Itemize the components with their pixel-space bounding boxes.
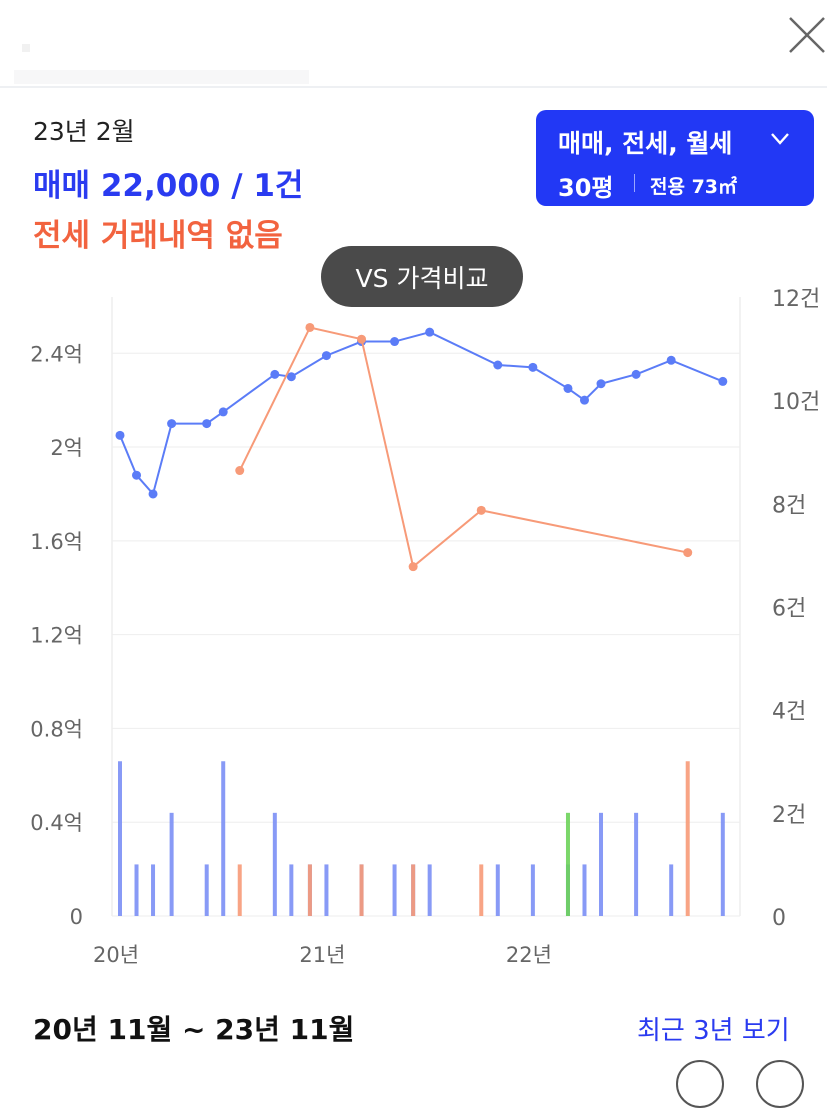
count-bar (169, 812, 174, 916)
x-tick-label: 21년 (299, 943, 345, 967)
y2-tick-label: 12건 (772, 287, 820, 312)
price-series-line (119, 331, 724, 497)
exclusive-area-label: 전용 73㎡ (650, 176, 738, 198)
count-bar (582, 864, 587, 916)
count-bar (427, 864, 432, 916)
chart-period: 20년 11월 ~ 23년 11월 (33, 1013, 355, 1046)
price-point (408, 562, 418, 572)
y2-tick-label: 6건 (772, 597, 806, 622)
y2-tick-label: 4건 (772, 700, 806, 725)
count-bar (289, 864, 294, 916)
price-point (425, 327, 435, 337)
y2-tick-label: 10건 (772, 390, 820, 415)
price-point (321, 351, 331, 361)
price-point (115, 430, 125, 440)
price-point (631, 369, 641, 379)
filter-divider (634, 174, 635, 192)
count-bar (324, 864, 329, 916)
tab-placeholder (14, 70, 309, 84)
price-point (666, 355, 676, 365)
count-bar (307, 864, 312, 916)
top-bar (0, 0, 827, 88)
count-bar (118, 761, 122, 916)
price-point (132, 470, 142, 480)
price-point (493, 360, 503, 370)
count-bar (479, 864, 484, 916)
count-bar (495, 864, 500, 916)
y-tick-label: 2.4억 (30, 342, 83, 366)
price-compare-button[interactable]: VS 가격비교 (321, 246, 523, 307)
count-bar (359, 864, 364, 916)
count-bar (237, 864, 242, 916)
tab-marker (22, 44, 30, 52)
price-point (286, 372, 296, 382)
count-bar (720, 812, 725, 916)
count-bar (134, 864, 139, 916)
y2-tick-label: 2건 (772, 803, 806, 828)
selected-month: 23년 2월 (33, 117, 135, 146)
y2-tick-label: 8건 (772, 493, 806, 518)
sale-summary: 매매 22,000 / 1건 (33, 168, 304, 204)
count-bar (685, 761, 690, 916)
count-bar (599, 812, 604, 916)
count-bar (392, 864, 397, 916)
jeonse-summary: 전세 거래내역 없음 (33, 218, 283, 254)
y-tick-label: 0 (70, 905, 83, 929)
close-button[interactable] (786, 14, 827, 56)
price-point (202, 419, 212, 429)
count-bar (221, 761, 226, 916)
price-point (167, 419, 177, 429)
price-point (596, 379, 606, 389)
recent-3-years-link[interactable]: 최근 3년 보기 (637, 1016, 790, 1046)
price-series-line (238, 326, 688, 569)
chevron-down-icon (771, 133, 789, 145)
price-point (148, 489, 158, 499)
price-history-chart: 0 0.4억 0.8억 1.2억 1.6억 2억 2.4억 0 2건 4건 6건 8건 10건 12건 20… (30, 287, 820, 967)
close-icon (789, 17, 825, 53)
area-pyeong-label: 30평 (558, 174, 614, 202)
price-point (718, 376, 728, 386)
price-point (357, 334, 367, 344)
price-point (683, 548, 693, 558)
x-tick-label: 20년 (93, 943, 139, 967)
count-bar (411, 864, 416, 916)
count-bar (565, 812, 570, 916)
pager-button[interactable] (676, 1060, 724, 1108)
price-point (563, 383, 573, 393)
count-bar (530, 864, 535, 916)
deal-types-label: 매매, 전세, 월세 (558, 129, 733, 158)
x-tick-label: 22년 (506, 943, 552, 967)
count-bar (151, 864, 156, 916)
price-point (218, 407, 228, 417)
count-bar (669, 864, 674, 916)
count-bar (272, 812, 277, 916)
count-bar (634, 812, 639, 916)
y2-tick-label: 0 (772, 906, 786, 931)
price-point (390, 337, 400, 347)
price-point (305, 322, 315, 332)
price-point (528, 362, 538, 372)
pager-button[interactable] (756, 1060, 804, 1108)
y-tick-label: 1.2억 (30, 624, 83, 648)
price-point (579, 395, 589, 405)
price-point (476, 505, 486, 515)
price-point (270, 369, 280, 379)
price-point (235, 466, 245, 476)
y-tick-label: 2억 (50, 436, 83, 460)
y-tick-label: 0.8억 (30, 717, 83, 741)
y-tick-label: 0.4억 (30, 811, 83, 835)
deal-type-filter-button[interactable]: 매매, 전세, 월세 30평 전용 73㎡ (536, 110, 814, 206)
count-bar (204, 864, 209, 916)
y-tick-label: 1.6억 (30, 530, 83, 554)
